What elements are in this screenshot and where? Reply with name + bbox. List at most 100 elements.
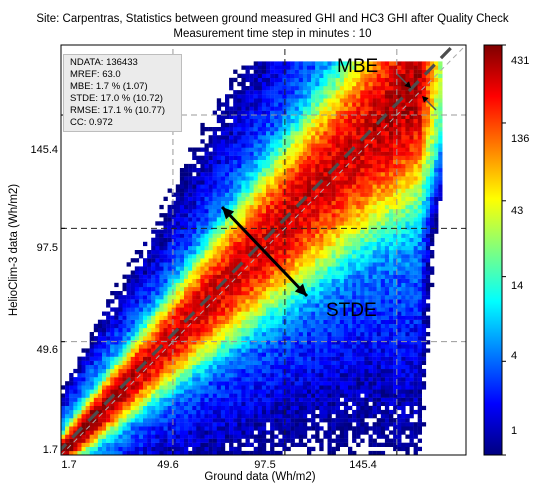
density-cell	[233, 204, 238, 210]
density-cell	[143, 434, 148, 439]
density-cell	[89, 348, 94, 353]
density-cell	[352, 172, 357, 177]
density-cell	[61, 422, 66, 427]
density-cell	[179, 450, 185, 455]
density-cell	[294, 192, 299, 197]
density-cell	[130, 295, 135, 300]
density-cell	[266, 389, 271, 394]
density-cell	[196, 377, 201, 382]
density-cell	[225, 98, 230, 103]
density-cell	[298, 360, 304, 365]
density-cell	[307, 151, 312, 156]
density-cell	[315, 229, 320, 234]
density-cell	[241, 430, 246, 435]
density-cell	[266, 258, 271, 263]
density-cell	[188, 274, 193, 279]
density-cell	[352, 98, 357, 103]
density-cell	[196, 241, 201, 247]
density-cell	[159, 373, 164, 378]
density-cell	[261, 225, 267, 230]
density-cell	[352, 364, 357, 370]
density-cell	[266, 131, 271, 136]
density-cell	[331, 151, 336, 156]
density-cell	[163, 278, 168, 283]
density-cell	[315, 163, 320, 169]
density-cell	[286, 368, 291, 374]
density-cell	[241, 213, 246, 218]
density-cell	[241, 172, 246, 177]
density-cell	[220, 348, 226, 353]
density-cell	[167, 430, 172, 435]
density-cell	[261, 270, 267, 275]
density-cell	[339, 200, 345, 206]
density-cell	[348, 393, 353, 398]
density-cell	[339, 299, 345, 304]
density-cell	[298, 209, 304, 214]
density-cell	[315, 139, 320, 144]
density-cell	[130, 303, 135, 308]
density-cell	[225, 188, 230, 193]
density-cell	[155, 368, 160, 374]
density-cell	[212, 311, 217, 316]
density-cell	[106, 389, 111, 394]
density-cell	[278, 77, 283, 83]
density-cell	[343, 430, 349, 435]
density-cell	[335, 327, 340, 333]
density-cell	[184, 229, 189, 234]
density-cell	[302, 270, 308, 275]
density-cell	[81, 385, 86, 390]
density-cell	[208, 418, 213, 423]
density-cell	[106, 426, 111, 431]
density-cell	[253, 90, 258, 95]
density-cell	[233, 180, 238, 185]
density-cell	[270, 233, 275, 238]
density-cell	[225, 221, 230, 226]
density-cell	[216, 262, 222, 267]
density-cell	[167, 327, 172, 333]
density-cell	[253, 102, 258, 107]
density-cell	[237, 434, 242, 439]
density-cell	[171, 373, 176, 378]
density-cell	[257, 303, 263, 308]
density-cell	[352, 200, 357, 206]
density-cell	[315, 209, 320, 214]
density-cell	[163, 438, 168, 443]
density-cell	[266, 450, 271, 455]
density-cell	[130, 368, 135, 374]
density-cell	[302, 155, 308, 160]
density-cell	[286, 196, 291, 201]
density-cell	[122, 385, 127, 390]
density-cell	[208, 434, 213, 439]
density-cell	[89, 385, 94, 390]
density-cell	[196, 274, 201, 279]
density-cell	[343, 422, 349, 427]
density-cell	[352, 450, 357, 455]
density-cell	[253, 86, 258, 91]
chart-title: Site: Carpentras, Statistics between gro…	[36, 13, 509, 25]
density-cell	[261, 180, 267, 185]
density-cell	[143, 315, 148, 320]
density-cell	[302, 110, 308, 115]
density-cell	[114, 409, 119, 415]
density-cell	[241, 81, 246, 87]
density-cell	[352, 192, 357, 197]
density-cell	[81, 356, 86, 361]
density-cell	[241, 180, 246, 185]
density-cell	[241, 241, 246, 247]
density-cell	[294, 233, 299, 238]
density-cell	[339, 209, 345, 214]
density-cell	[335, 172, 340, 177]
density-cell	[311, 184, 316, 189]
density-cell	[81, 401, 86, 406]
density-cell	[319, 204, 324, 210]
density-cell	[204, 196, 209, 201]
density-cell	[323, 377, 328, 382]
density-cell	[311, 139, 316, 144]
density-cell	[184, 352, 189, 357]
density-cell	[302, 86, 308, 91]
density-cell	[339, 422, 345, 427]
density-cell	[159, 278, 164, 283]
density-cell	[167, 258, 172, 263]
density-cell	[352, 90, 357, 95]
density-cell	[216, 139, 222, 144]
